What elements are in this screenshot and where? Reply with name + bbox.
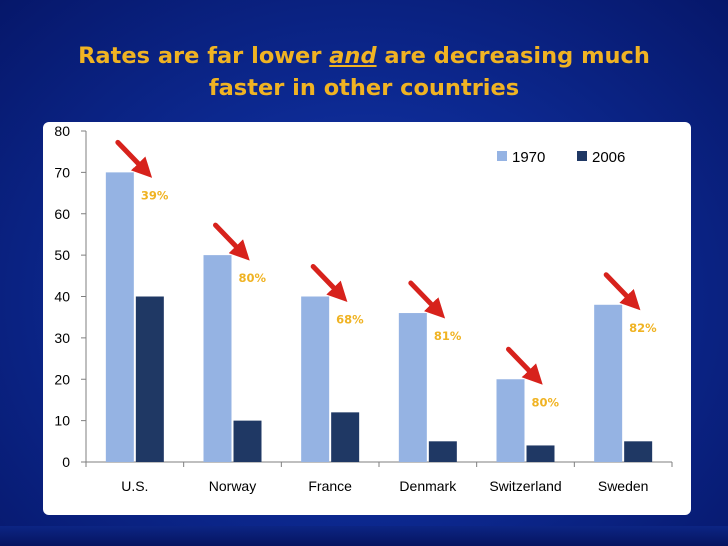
y-tick-label: 20: [54, 371, 70, 387]
bar-1970: [105, 172, 134, 462]
title-text-post: are decreasing much faster in other coun…: [208, 43, 650, 101]
slide-title: Rates are far lower and are decreasing m…: [60, 40, 668, 104]
legend-label-2006: 2006: [592, 149, 625, 166]
bar-2006: [526, 445, 555, 462]
x-tick-label: U.S.: [121, 478, 148, 494]
decrease-arrow-icon: [408, 280, 446, 319]
percent-decrease-label: 68%: [336, 313, 364, 327]
decrease-arrow-icon: [213, 222, 250, 261]
bar-2006: [135, 296, 164, 462]
title-text-pre: Rates are far lower: [78, 43, 330, 69]
decrease-arrow-icon: [603, 272, 641, 311]
bar-1970: [496, 379, 525, 462]
bar-1970: [203, 255, 232, 462]
decrease-arrow-icon: [506, 346, 543, 385]
percent-decrease-label: 82%: [629, 321, 657, 335]
decrease-arrow-icon: [115, 139, 153, 178]
bar-1970: [301, 296, 330, 462]
bar-2006: [233, 420, 262, 462]
x-tick-label: Norway: [209, 478, 256, 494]
bar-1970: [398, 313, 427, 462]
legend-label-1970: 1970: [512, 149, 545, 166]
slide-footer-band: [0, 526, 728, 546]
x-tick-label: France: [308, 478, 352, 494]
legend-swatch-2006: [577, 151, 587, 161]
y-tick-label: 40: [54, 289, 70, 305]
x-tick-label: Sweden: [598, 478, 649, 494]
y-tick-label: 30: [54, 330, 70, 346]
legend-swatch-1970: [497, 151, 507, 161]
percent-decrease-label: 81%: [434, 329, 462, 343]
y-tick-label: 70: [54, 164, 70, 180]
bar-1970: [594, 304, 623, 462]
bar-2006: [331, 412, 360, 462]
decrease-arrow-icon: [310, 264, 348, 302]
bar-2006: [428, 441, 457, 462]
title-emphasis: and: [329, 43, 377, 69]
percent-decrease-label: 39%: [141, 188, 169, 202]
y-tick-label: 60: [54, 206, 70, 222]
x-tick-label: Switzerland: [489, 478, 561, 494]
x-tick-label: Denmark: [399, 478, 457, 494]
y-tick-label: 50: [54, 247, 70, 263]
bar-2006: [624, 441, 653, 462]
percent-decrease-label: 80%: [239, 271, 267, 285]
y-tick-label: 10: [54, 413, 70, 429]
y-tick-label: 0: [62, 454, 70, 470]
percent-decrease-label: 80%: [532, 395, 560, 409]
y-tick-label: 80: [54, 123, 70, 139]
